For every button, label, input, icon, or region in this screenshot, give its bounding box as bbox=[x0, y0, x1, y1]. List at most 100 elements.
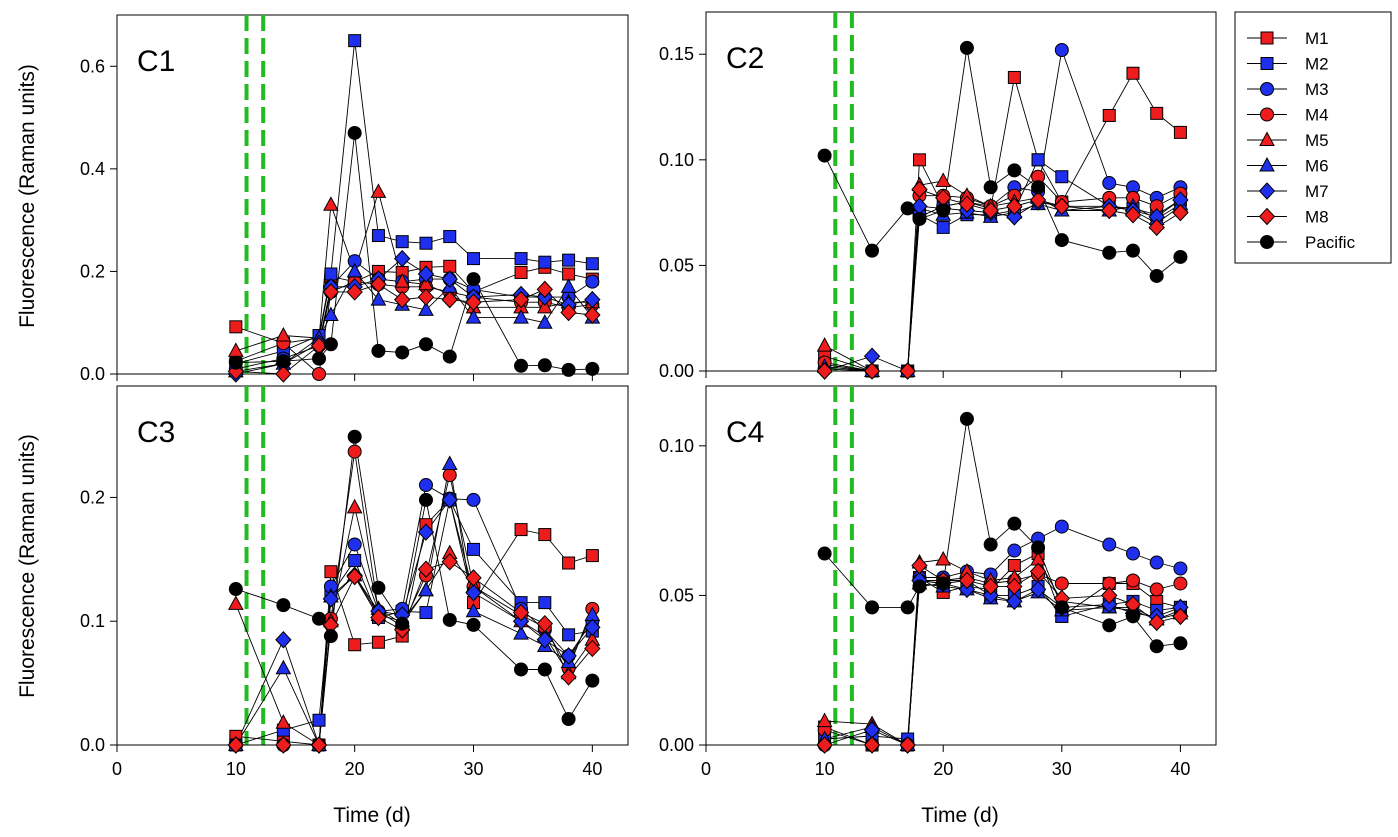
data-point bbox=[1149, 268, 1164, 283]
data-point bbox=[958, 571, 976, 590]
data-point bbox=[1149, 555, 1164, 570]
data-point bbox=[1125, 546, 1140, 561]
data-point bbox=[418, 581, 434, 597]
legend-marker bbox=[1258, 207, 1276, 226]
data-point bbox=[467, 542, 481, 556]
series-markers-pacific bbox=[817, 40, 1188, 283]
data-point bbox=[465, 602, 482, 618]
data-point bbox=[1101, 586, 1118, 605]
legend-entry-m7: M7 bbox=[1247, 182, 1329, 201]
data-point bbox=[465, 309, 482, 324]
data-point bbox=[441, 270, 458, 288]
data-point bbox=[863, 736, 881, 754]
data-point bbox=[899, 362, 916, 380]
x-tick-label: 10 bbox=[815, 759, 835, 779]
legend-marker bbox=[1260, 57, 1274, 70]
y-tick-label: 0.10 bbox=[659, 436, 694, 456]
data-point bbox=[275, 365, 292, 383]
y-tick-label: 0.2 bbox=[80, 487, 105, 507]
data-point bbox=[347, 125, 362, 140]
legend-box bbox=[1234, 11, 1392, 264]
data-point bbox=[322, 590, 340, 608]
data-point bbox=[441, 455, 458, 470]
data-point bbox=[1029, 580, 1047, 599]
data-point bbox=[441, 553, 458, 571]
data-point bbox=[371, 580, 386, 595]
data-point bbox=[865, 600, 880, 615]
data-point bbox=[538, 528, 552, 542]
data-point bbox=[537, 358, 552, 373]
data-point bbox=[584, 618, 601, 637]
x-tick-label: 10 bbox=[226, 759, 246, 779]
data-point bbox=[346, 262, 363, 278]
y-tick-label: 0.1 bbox=[80, 611, 105, 631]
data-point bbox=[323, 629, 338, 644]
data-point bbox=[512, 603, 530, 622]
data-point bbox=[900, 600, 915, 615]
data-point bbox=[419, 606, 433, 620]
data-point bbox=[959, 411, 974, 426]
y-tick-label: 0.05 bbox=[659, 255, 694, 275]
data-point bbox=[1007, 543, 1022, 558]
data-point bbox=[346, 567, 363, 586]
data-point bbox=[348, 554, 362, 568]
data-point bbox=[1054, 519, 1069, 534]
data-point bbox=[514, 265, 528, 279]
data-point bbox=[370, 183, 387, 198]
chart-panels: 0.00.20.40.6 C10.000.050.100.15 C20.00.10.… bbox=[80, 11, 1217, 779]
data-point bbox=[417, 265, 435, 283]
data-point bbox=[561, 712, 576, 727]
data-point bbox=[817, 546, 832, 561]
series-markers-pacific bbox=[228, 429, 600, 727]
data-point bbox=[514, 358, 529, 373]
data-point bbox=[912, 211, 927, 226]
data-point bbox=[442, 468, 457, 483]
chart-panel-c2: 0.00 0.05 0.10 0.15 C2 bbox=[659, 11, 1217, 381]
series-markers-m8 bbox=[816, 180, 1189, 380]
data-point bbox=[346, 498, 363, 514]
data-point bbox=[817, 148, 832, 163]
data-point bbox=[275, 659, 292, 675]
legend-label: M6 bbox=[1305, 157, 1329, 176]
legend-entry-m4: M4 bbox=[1247, 106, 1329, 125]
data-point bbox=[370, 275, 387, 293]
data-point bbox=[275, 736, 292, 754]
legend-marker bbox=[1258, 182, 1276, 200]
data-point bbox=[982, 201, 999, 220]
data-point bbox=[465, 293, 482, 311]
data-point bbox=[538, 596, 552, 610]
data-point bbox=[418, 337, 433, 352]
data-point bbox=[863, 362, 881, 380]
data-point bbox=[1102, 245, 1117, 260]
chart-panel-c3: 0.0 0.1 0.2 0 10 20 30 40 C3 bbox=[80, 385, 629, 779]
data-point bbox=[1029, 191, 1047, 209]
data-point bbox=[465, 569, 482, 587]
legend-label: M4 bbox=[1305, 106, 1329, 125]
data-point bbox=[560, 668, 577, 686]
y-tick-label: 0.15 bbox=[659, 44, 694, 64]
data-point bbox=[467, 252, 481, 266]
data-point bbox=[560, 303, 577, 322]
x-axis-title-right: Time (d) bbox=[921, 804, 998, 827]
data-point bbox=[323, 337, 338, 352]
data-point bbox=[228, 355, 243, 370]
data-point bbox=[347, 444, 362, 459]
data-point bbox=[585, 257, 599, 271]
data-point bbox=[561, 362, 576, 377]
data-point bbox=[1102, 176, 1117, 191]
data-point bbox=[514, 252, 528, 266]
data-point bbox=[536, 614, 553, 633]
data-point bbox=[911, 556, 928, 575]
data-point bbox=[585, 673, 600, 688]
data-point bbox=[1031, 540, 1046, 555]
data-point bbox=[899, 736, 916, 754]
data-point bbox=[816, 362, 833, 380]
data-point bbox=[228, 582, 243, 597]
data-point bbox=[394, 249, 411, 268]
x-tick-label: 40 bbox=[582, 759, 602, 779]
data-point bbox=[1054, 600, 1069, 615]
y-tick-label: 0.00 bbox=[659, 735, 694, 755]
plot-frame bbox=[705, 385, 1217, 746]
data-point bbox=[562, 628, 576, 642]
